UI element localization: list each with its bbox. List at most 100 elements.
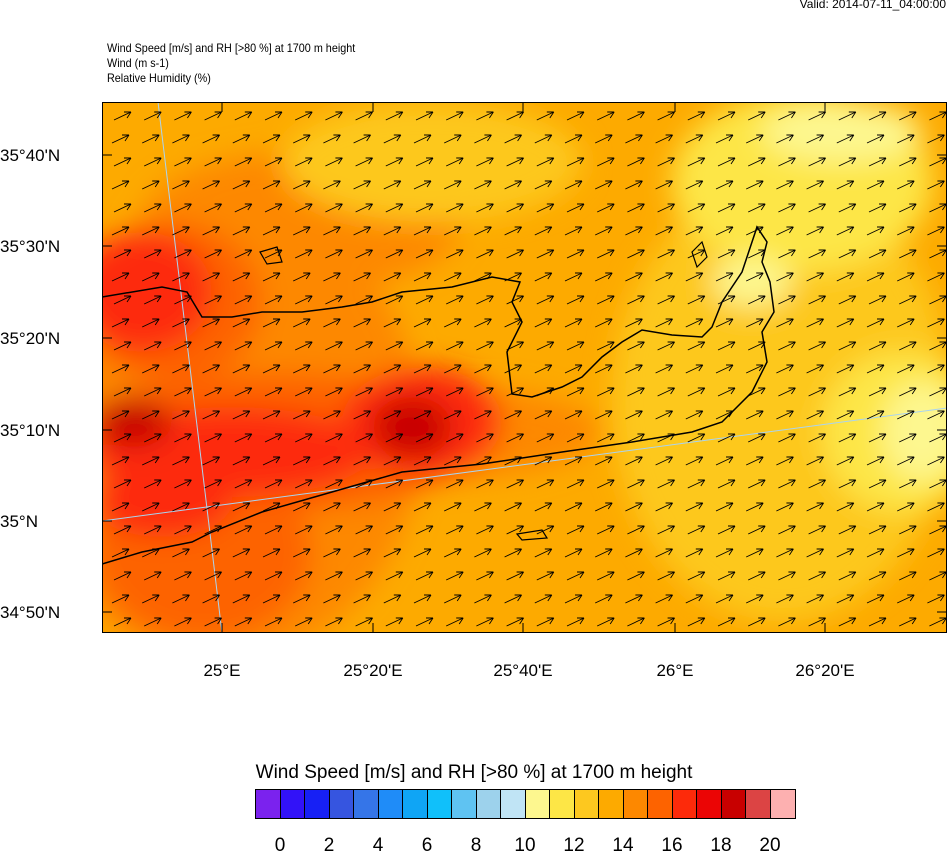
wind-arrow [868,387,887,397]
wind-arrow [111,364,130,374]
wind-arrow [355,295,373,305]
wind-arrow [506,295,524,305]
wind-arrow [142,594,160,604]
wind-arrow [899,479,917,489]
wind-arrow [566,341,585,351]
wind-arrow [866,180,885,190]
wind-arrow [142,318,160,328]
wind-arrow [597,617,615,627]
wind-arrow [564,594,583,604]
wind-arrow [625,364,643,374]
wind-arrow [655,272,673,282]
wind-arrow [808,571,826,581]
wind-arrow [657,617,675,627]
wind-arrow [353,502,371,512]
wind-arrow [687,571,706,581]
wind-arrow [204,111,222,121]
wind-arrow [868,341,887,351]
wind-arrow [295,479,313,489]
wind-arrow [355,249,373,259]
wind-arrow [536,157,555,167]
wind-arrow [264,157,283,167]
wind-arrow [564,180,583,190]
wind-arrow [232,548,251,558]
colorbar-swatch [476,790,501,818]
wind-arrow [746,548,764,558]
wind-arrow [262,594,281,604]
wind-arrow [746,180,764,190]
wind-arrow [293,364,311,374]
wind-arrow [264,249,283,259]
wind-arrow [748,111,766,121]
wind-arrow [657,295,675,305]
wind-arrow [262,318,281,328]
wind-arrow [597,203,615,213]
wind-arrow [566,525,585,535]
wind-arrow [715,318,734,328]
wind-arrow [174,571,192,581]
wind-arrow [353,318,371,328]
wind-arrow [323,548,341,558]
wind-arrow [476,157,494,167]
wind-arrow [295,571,313,581]
wind-arrow [655,410,673,420]
wind-arrow [353,272,371,282]
wind-arrow [748,203,766,213]
wind-arrow [687,433,706,443]
wind-arrow [111,272,130,282]
wind-arrow [172,364,190,374]
wind-arrow [264,617,283,627]
wind-arrow [866,502,885,512]
wind-arrow [353,364,371,374]
wind-arrow [927,180,945,190]
wind-arrow [474,410,492,420]
colorbar-swatch [746,790,771,818]
wind-arrow [144,249,162,259]
colorbar-swatch [770,790,795,818]
wind-arrow [899,203,917,213]
wind-arrow [897,318,915,328]
wind-arrow [474,134,492,144]
wind-arrow [415,617,434,627]
wind-arrow [234,341,253,351]
wind-arrow [899,571,917,581]
wind-arrow [232,502,251,512]
wind-arrow [234,295,253,305]
wind-arrow [564,502,583,512]
wind-arrow [534,594,553,604]
wind-arrow [899,249,917,259]
wind-arrow [534,272,553,282]
wind-arrow [113,341,132,351]
wind-arrow [627,295,645,305]
wind-arrow [836,272,855,282]
wind-arrow [746,272,764,282]
wind-arrow [927,594,945,604]
wind-arrow [627,111,645,121]
wind-arrow [232,226,251,236]
wind-arrow [808,295,826,305]
wind-arrow [353,548,371,558]
wind-arrow [534,502,553,512]
wind-arrow [444,318,462,328]
wind-arrow [687,387,706,397]
lat-label: 35°30'N [0,237,61,256]
wind-arrow [476,525,494,535]
wind-arrow [113,203,132,213]
wind-arrow [927,410,945,420]
wind-arrow [929,341,947,351]
wind-arrow [776,410,794,420]
colorbar-swatch [550,790,575,818]
wind-arrow [595,594,613,604]
lat-label: 35°20'N [0,329,61,348]
wind-arrow [868,433,887,443]
wind-arrow [778,157,796,167]
wind-arrow [504,594,522,604]
wind-arrow [474,548,492,558]
wind-arrow [808,525,826,535]
wind-arrow [202,318,220,328]
wind-arrow [685,318,704,328]
wind-arrow [836,180,855,190]
wind-arrow [234,617,253,627]
wind-arrow [325,249,343,259]
wind-arrow [264,387,283,397]
